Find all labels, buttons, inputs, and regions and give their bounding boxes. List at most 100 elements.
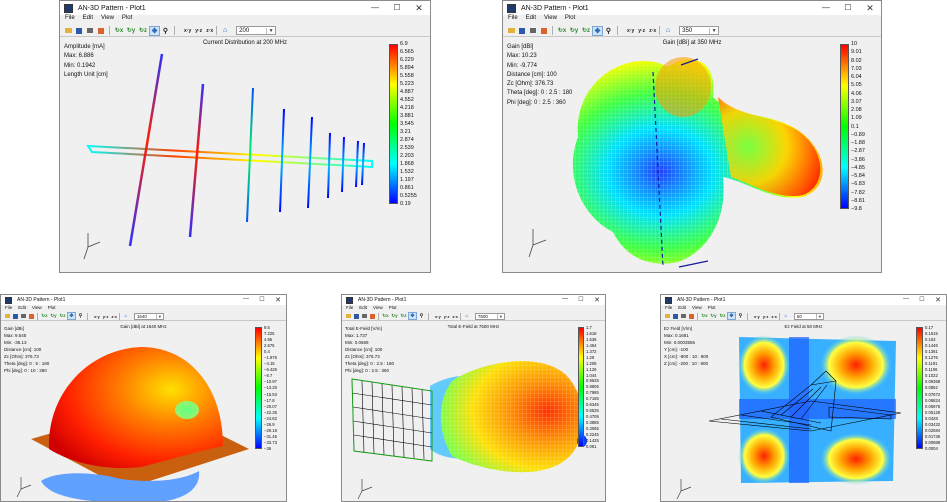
- view-xy-button[interactable]: x·y: [94, 313, 100, 319]
- print-icon[interactable]: [360, 312, 368, 320]
- pan-icon[interactable]: ✥: [408, 312, 417, 320]
- rotate-z-icon[interactable]: ↻z: [138, 28, 148, 34]
- view-yz-button[interactable]: y·z: [638, 27, 646, 34]
- pan-icon[interactable]: ✥: [727, 312, 736, 320]
- home-icon[interactable]: ⌂: [666, 27, 671, 34]
- zoom-icon[interactable]: ⚲: [78, 313, 83, 319]
- menu-edit[interactable]: Edit: [359, 305, 368, 310]
- open-folder-icon[interactable]: [506, 26, 516, 36]
- rotate-z-icon[interactable]: ↻z: [400, 313, 407, 318]
- menu-view[interactable]: View: [544, 15, 557, 21]
- export-icon[interactable]: [368, 312, 376, 320]
- title-bar[interactable]: AN-3D Pattern - Plot1 — ☐ ✕: [503, 1, 881, 15]
- maximize-button[interactable]: ☐: [919, 297, 925, 303]
- save-icon[interactable]: [671, 312, 679, 320]
- menu-file[interactable]: File: [346, 305, 354, 310]
- menu-view[interactable]: View: [101, 15, 114, 21]
- pan-icon[interactable]: ✥: [149, 25, 160, 36]
- plot-area[interactable]: Gain [dBi] at 350 MHz Gain [dBi] Max: 10.…: [503, 37, 881, 272]
- print-icon[interactable]: [19, 312, 27, 320]
- close-button[interactable]: ✕: [275, 297, 281, 304]
- plot-area[interactable]: Total E-Field at 7500 MHz Total E-Field …: [342, 321, 605, 501]
- menu-plot[interactable]: Plot: [121, 15, 133, 21]
- menu-view[interactable]: View: [692, 305, 702, 310]
- menu-plot[interactable]: Plot: [388, 305, 397, 310]
- title-bar[interactable]: AN-3D Pattern - Plot1 — ☐ ✕: [60, 1, 430, 15]
- menu-plot[interactable]: Plot: [564, 15, 576, 21]
- print-icon[interactable]: [85, 26, 95, 36]
- export-icon[interactable]: [27, 312, 35, 320]
- minimize-button[interactable]: —: [243, 296, 249, 302]
- rotate-x-icon[interactable]: ↻x: [557, 28, 567, 34]
- maximize-button[interactable]: ☐: [844, 2, 852, 12]
- pan-icon[interactable]: ✥: [592, 25, 603, 36]
- menu-edit[interactable]: Edit: [678, 305, 687, 310]
- rotate-y-icon[interactable]: ↻y: [391, 313, 398, 318]
- rotate-x-icon[interactable]: ↻x: [114, 28, 124, 34]
- menu-plot[interactable]: Plot: [707, 305, 716, 310]
- view-xy-button[interactable]: x·y: [627, 27, 635, 34]
- menu-file[interactable]: File: [5, 305, 13, 310]
- save-icon[interactable]: [517, 26, 527, 36]
- maximize-button[interactable]: ☐: [259, 297, 265, 303]
- export-icon[interactable]: [687, 312, 695, 320]
- rotate-y-icon[interactable]: ↻y: [710, 313, 717, 318]
- frequency-select[interactable]: 7500 ▼: [474, 312, 505, 320]
- title-bar[interactable]: AN-3D Pattern - Plot1 — ☐ ✕: [661, 295, 946, 305]
- menu-view[interactable]: View: [373, 305, 383, 310]
- zoom-icon[interactable]: ⚲: [605, 27, 612, 35]
- view-zx-button[interactable]: z·x: [206, 27, 214, 34]
- print-icon[interactable]: [679, 312, 687, 320]
- save-icon[interactable]: [352, 312, 360, 320]
- menu-view[interactable]: View: [32, 305, 42, 310]
- rotate-x-icon[interactable]: ↻x: [382, 313, 389, 318]
- export-icon[interactable]: [96, 26, 106, 36]
- view-zx-button[interactable]: z·x: [111, 313, 117, 319]
- minimize-button[interactable]: —: [562, 296, 568, 302]
- view-xy-button[interactable]: x·y: [754, 313, 760, 319]
- view-yz-button[interactable]: y·z: [443, 313, 450, 319]
- view-xy-button[interactable]: x·y: [435, 313, 441, 319]
- frequency-select[interactable]: 1640 ▼: [133, 312, 164, 320]
- plot-area[interactable]: Gain [dBi] at 1640 MHz Gain [dBi] Max: 9.…: [1, 321, 286, 501]
- minimize-button[interactable]: —: [903, 296, 909, 302]
- title-bar[interactable]: AN-3D Pattern - Plot1 — ☐ ✕: [1, 295, 286, 305]
- view-yz-button[interactable]: y·z: [762, 313, 769, 319]
- rotate-y-icon[interactable]: ↻y: [50, 313, 57, 318]
- menu-edit[interactable]: Edit: [82, 15, 94, 21]
- view-zx-button[interactable]: z·x: [452, 313, 458, 319]
- home-icon[interactable]: ⌂: [124, 313, 128, 319]
- zoom-icon[interactable]: ⚲: [419, 313, 424, 319]
- menu-file[interactable]: File: [508, 15, 518, 21]
- rotate-y-icon[interactable]: ↻y: [126, 28, 136, 34]
- maximize-button[interactable]: ☐: [393, 2, 401, 12]
- view-yz-button[interactable]: y·z: [102, 313, 109, 319]
- menu-edit[interactable]: Edit: [525, 15, 537, 21]
- home-icon[interactable]: ⌂: [223, 27, 228, 34]
- rotate-z-icon[interactable]: ↻z: [719, 313, 726, 318]
- pan-icon[interactable]: ✥: [67, 312, 76, 320]
- open-folder-icon[interactable]: [3, 312, 11, 320]
- menu-file[interactable]: File: [665, 305, 673, 310]
- title-bar[interactable]: AN-3D Pattern - Plot1 — ☐ ✕: [342, 295, 605, 305]
- view-zx-button[interactable]: z·x: [649, 27, 657, 34]
- close-button[interactable]: ✕: [935, 297, 941, 304]
- open-folder-icon[interactable]: [344, 312, 352, 320]
- view-xy-button[interactable]: x·y: [184, 27, 192, 34]
- close-button[interactable]: ✕: [415, 2, 423, 13]
- maximize-button[interactable]: ☐: [578, 297, 584, 303]
- rotate-z-icon[interactable]: ↻z: [581, 28, 591, 34]
- plot-area[interactable]: Ez Field at 50 MHz Ez Field [V/m] Max: 0.…: [661, 321, 946, 501]
- zoom-icon[interactable]: ⚲: [162, 27, 169, 35]
- view-zx-button[interactable]: z·x: [771, 313, 777, 319]
- open-folder-icon[interactable]: [663, 312, 671, 320]
- export-icon[interactable]: [539, 26, 549, 36]
- plot-area[interactable]: Current Distribution at 200 MHz Amplitud…: [60, 37, 430, 272]
- save-icon[interactable]: [74, 26, 84, 36]
- close-button[interactable]: ✕: [594, 297, 600, 304]
- menu-file[interactable]: File: [65, 15, 75, 21]
- rotate-x-icon[interactable]: ↻x: [41, 313, 48, 318]
- minimize-button[interactable]: —: [822, 2, 830, 12]
- frequency-select[interactable]: 200 ▼: [236, 26, 277, 35]
- menu-edit[interactable]: Edit: [18, 305, 27, 310]
